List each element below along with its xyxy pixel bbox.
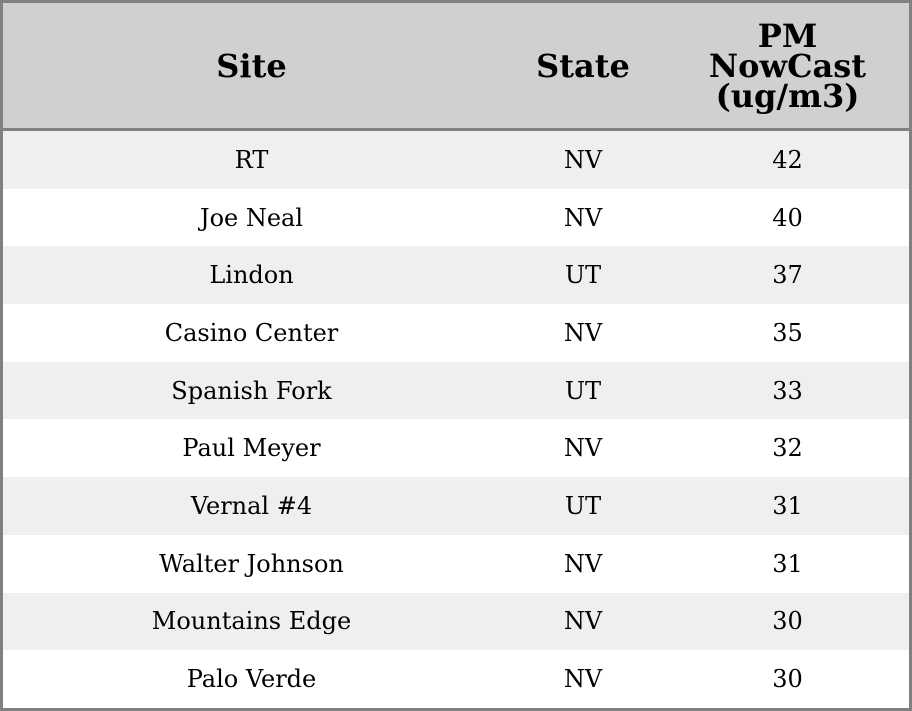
cell-state: NV [500,129,666,189]
cell-site: Casino Center [3,304,500,362]
table-row: Paul Meyer NV 32 [3,419,909,478]
cell-state: UT [500,246,666,305]
cell-state: NV [500,304,666,362]
cell-site: RT [3,129,500,189]
header-row: Site State PM NowCast (ug/m3) [3,3,909,131]
table-row: Walter Johnson NV 31 [3,534,909,593]
cell-state: UT [500,361,666,420]
cell-pm: 37 [666,246,909,305]
cell-site: Vernal #4 [3,477,500,535]
cell-pm: 35 [666,304,909,362]
pm-nowcast-table: Site State PM NowCast (ug/m3) RT NV 42 Joe … [3,3,909,708]
table-row: Joe Neal NV 40 [3,188,909,247]
header-pm-nowcast: PM NowCast (ug/m3) [666,3,909,131]
cell-state: NV [500,534,666,593]
table-row: Lindon UT 37 [3,246,909,305]
table-row: RT NV 42 [3,129,909,189]
cell-state: NV [500,188,666,247]
table-row: Casino Center NV 35 [3,304,909,362]
cell-state: NV [500,592,666,651]
cell-site: Joe Neal [3,188,500,247]
cell-pm: 42 [666,129,909,189]
cell-site: Mountains Edge [3,592,500,651]
cell-state: UT [500,477,666,535]
cell-state: NV [500,650,666,708]
cell-site: Spanish Fork [3,361,500,420]
table-row: Vernal #4 UT 31 [3,477,909,535]
cell-pm: 30 [666,592,909,651]
cell-site: Palo Verde [3,650,500,708]
table-row: Mountains Edge NV 30 [3,592,909,651]
table-row: Spanish Fork UT 33 [3,361,909,420]
cell-pm: 31 [666,477,909,535]
cell-site: Paul Meyer [3,419,500,478]
cell-pm: 32 [666,419,909,478]
cell-pm: 31 [666,534,909,593]
cell-pm: 30 [666,650,909,708]
table-row: Palo Verde NV 30 [3,650,909,708]
cell-state: NV [500,419,666,478]
cell-site: Lindon [3,246,500,305]
cell-pm: 40 [666,188,909,247]
cell-pm: 33 [666,361,909,420]
header-site: Site [3,3,500,131]
header-state: State [500,3,666,131]
cell-site: Walter Johnson [3,534,500,593]
